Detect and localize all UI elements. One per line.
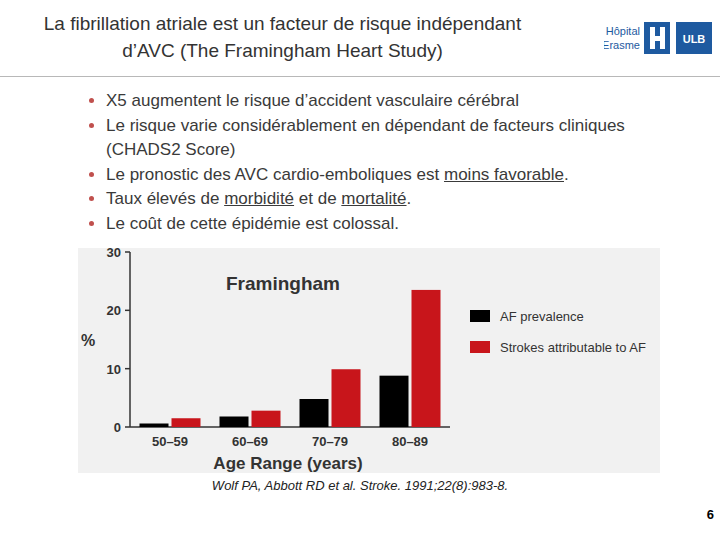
x-tick-label: 60–69 — [232, 434, 268, 449]
bullet-list: X5 augmentent le risque d’accident vascu… — [82, 89, 696, 236]
chart-background — [78, 248, 660, 473]
bullet-text: mortalité — [341, 189, 406, 208]
slide-title: La fibrillation atriale est un facteur d… — [0, 10, 565, 64]
legend-swatch — [470, 310, 490, 322]
bullet: Le risque varie considérablement en dépe… — [106, 114, 696, 163]
bullet-text: Le coût de cette épidémie est colossal. — [106, 214, 399, 233]
bullet: Le coût de cette épidémie est colossal. — [106, 212, 696, 237]
bullet-text: Taux élevés de — [106, 189, 224, 208]
bar — [332, 369, 361, 427]
page-number: 6 — [690, 507, 714, 522]
logo-badge-text: ULB — [683, 33, 706, 45]
bar — [172, 418, 201, 427]
y-tick-label: 30 — [107, 245, 121, 260]
y-tick-label: 10 — [107, 362, 121, 377]
legend-swatch — [470, 341, 490, 353]
bullet: X5 augmentent le risque d’accident vascu… — [106, 89, 696, 114]
legend-label: Strokes attributable to AF — [500, 340, 646, 355]
bullet-text: moins favorable — [444, 165, 564, 184]
y-axis — [129, 252, 131, 427]
logo-text: Erasme — [604, 39, 640, 51]
y-tick-label: 20 — [107, 303, 121, 318]
x-axis-label: Age Range (years) — [213, 454, 362, 473]
logo-badge — [676, 22, 712, 54]
bullet: Le pronostic des AVC cardio-emboliques e… — [106, 163, 696, 188]
y-axis-label: % — [81, 332, 95, 349]
bullet-text: . — [564, 165, 569, 184]
header-rule — [0, 76, 720, 77]
citation: Wolf PA, Abbott RD et al. Stroke. 1991;2… — [0, 478, 720, 493]
bullet-text: . — [407, 189, 412, 208]
x-tick-label: 80–89 — [392, 434, 428, 449]
y-tick-label: 0 — [114, 420, 121, 435]
logo: Hôpital Erasme ULB — [604, 18, 716, 62]
chart: Framingham% 0 10 20 30 50–59 60–69 70–79 80–89 Ag… — [0, 0, 720, 540]
logo-icon — [650, 36, 665, 41]
x-tick-label: 50–59 — [152, 434, 188, 449]
bullet-text: Le pronostic des AVC cardio-emboliques e… — [106, 165, 444, 184]
logo-icon — [644, 22, 670, 54]
title-line: d’AVC (The Framingham Heart Study) — [0, 37, 565, 64]
title-line: La fibrillation atriale est un facteur d… — [0, 10, 565, 37]
bullet-text: et de — [294, 189, 341, 208]
bullet-text: Le risque varie considérablement en dépe… — [106, 116, 625, 160]
x-tick-label: 70–79 — [312, 434, 348, 449]
bar — [380, 376, 409, 427]
bar — [220, 417, 249, 428]
bars — [140, 290, 441, 427]
bar — [252, 411, 281, 427]
logo-text: Hôpital — [606, 25, 640, 37]
bar — [140, 424, 169, 428]
bullet: Taux élevés de morbidité et de mortalité… — [106, 187, 696, 212]
bullet-text: X5 augmentent le risque d’accident vascu… — [106, 91, 519, 110]
chart-title: Framingham — [226, 273, 340, 294]
bullet-text: morbidité — [224, 189, 294, 208]
bar — [300, 399, 329, 427]
bar — [412, 290, 441, 427]
legend-label: AF prevalence — [500, 309, 584, 324]
